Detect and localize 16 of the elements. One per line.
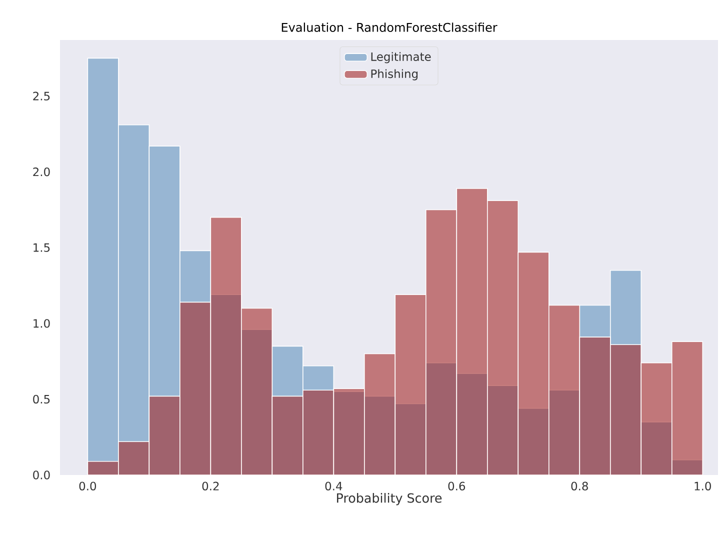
y-tick-label: 1.5 (34, 243, 50, 252)
y-tick-label: 2.0 (33, 168, 50, 176)
chart-title: Evaluation - RandomForestClassifier (282, 22, 498, 32)
x-tick-label: 0.0 (79, 482, 96, 490)
x-tick-label: 0.8 (571, 482, 588, 490)
legend-label: Phishing (371, 69, 418, 80)
legend-label: Legitimate (371, 52, 431, 64)
y-tick-label: 1.0 (34, 319, 50, 328)
y-tick-label: 0.5 (33, 394, 50, 404)
x-tick-label: 0.2 (202, 482, 219, 490)
y-tick-label: 0.0 (33, 470, 50, 480)
x-tick-label: 1.0 (694, 482, 711, 490)
x-axis-title: Probability Score (337, 493, 442, 506)
y-tick-label: 2.5 (33, 92, 50, 100)
x-tick-label: 0.4 (325, 482, 342, 490)
x-tick-label: 0.6 (448, 482, 466, 490)
